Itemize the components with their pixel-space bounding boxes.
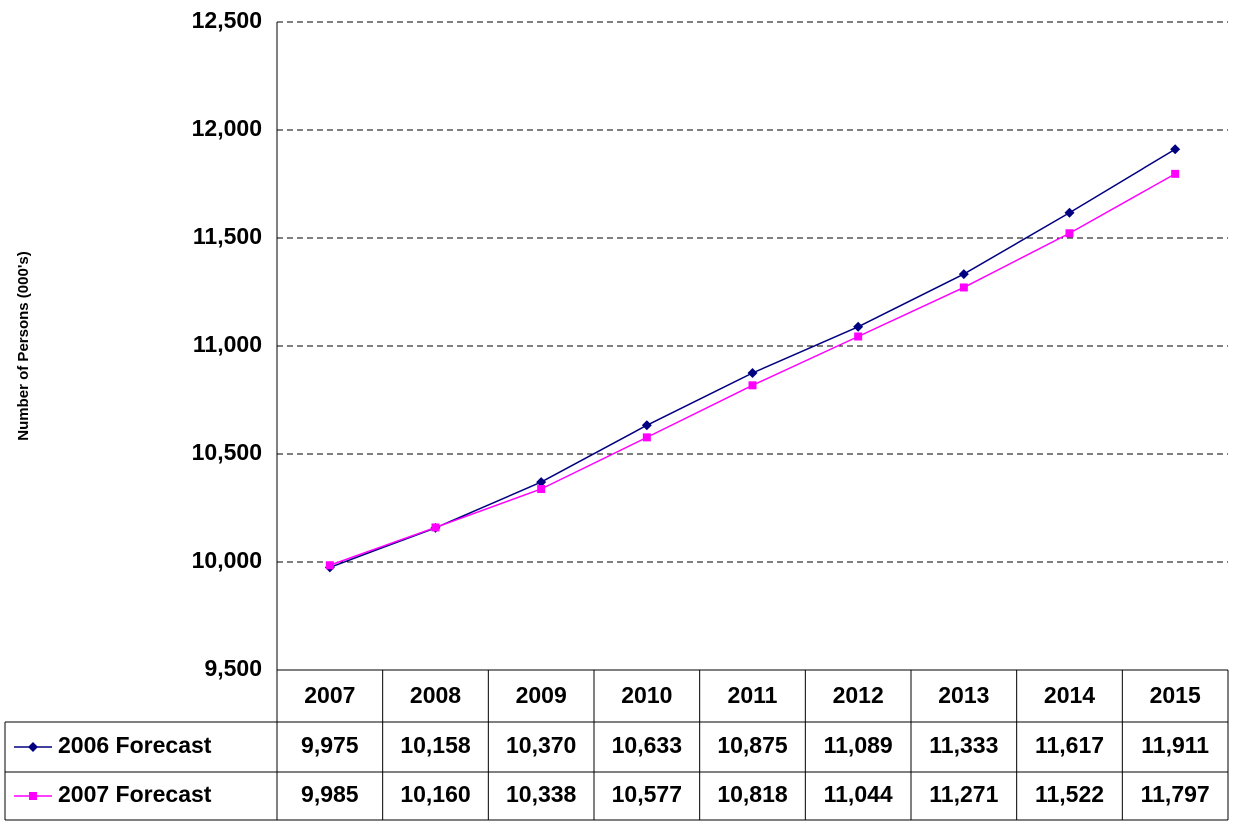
point [1065, 229, 1074, 238]
y-tick-label: 12,500 [192, 7, 262, 33]
y-tick-label: 10,500 [192, 439, 262, 465]
legend-marker [29, 792, 37, 800]
table-value: 11,797 [1141, 781, 1210, 807]
table-value: 10,577 [612, 781, 682, 807]
x-tick-label: 2010 [621, 682, 672, 708]
point [958, 269, 969, 280]
y-tick-label: 12,000 [192, 115, 262, 141]
table-value: 11,271 [929, 781, 998, 807]
table-value: 10,158 [400, 732, 471, 758]
point [748, 381, 757, 390]
table-value: 10,338 [506, 781, 577, 807]
y-tick-label: 9,500 [204, 655, 262, 681]
point [536, 477, 547, 488]
point [747, 368, 758, 378]
table-value: 11,617 [1035, 732, 1104, 758]
x-tick-label: 2011 [728, 682, 778, 708]
point [959, 283, 968, 292]
table-value: 11,089 [824, 732, 893, 758]
legend-marker [28, 742, 38, 752]
point [641, 420, 652, 431]
x-tick-label: 2012 [833, 682, 884, 708]
table-value: 11,333 [929, 732, 998, 758]
y-tick-label: 11,000 [193, 331, 262, 357]
table-value: 9,975 [301, 732, 359, 758]
x-tick-label: 2009 [516, 682, 567, 708]
point [853, 321, 864, 332]
table-value: 10,633 [612, 732, 682, 758]
table-value: 10,875 [717, 732, 788, 758]
x-tick-label: 2015 [1150, 682, 1201, 708]
point [325, 561, 334, 570]
line [329, 148, 1176, 569]
point [642, 433, 651, 442]
table-value: 10,818 [717, 781, 788, 807]
table-value: 11,911 [1141, 732, 1209, 758]
y-axis-title: Number of Persons (000's) [15, 251, 32, 440]
table-value: 11,522 [1035, 781, 1104, 807]
y-tick-label: 11,500 [193, 223, 262, 249]
table-value: 10,160 [400, 781, 470, 807]
legend-label: 2007 Forecast [58, 781, 212, 807]
point [854, 332, 863, 341]
x-tick-label: 2014 [1044, 682, 1095, 708]
y-tick-label: 10,000 [192, 547, 262, 573]
point [1170, 144, 1181, 155]
x-tick-label: 2013 [938, 682, 989, 708]
point [1171, 169, 1180, 178]
x-tick-label: 2008 [410, 682, 461, 708]
point [537, 484, 546, 493]
table-value: 10,370 [506, 732, 576, 758]
point [431, 523, 440, 532]
table-value: 9,985 [301, 781, 359, 807]
legend-label: 2006 Forecast [58, 732, 212, 758]
x-tick-label: 2007 [304, 682, 355, 708]
point [1064, 207, 1075, 218]
table-value: 11,044 [824, 781, 893, 807]
